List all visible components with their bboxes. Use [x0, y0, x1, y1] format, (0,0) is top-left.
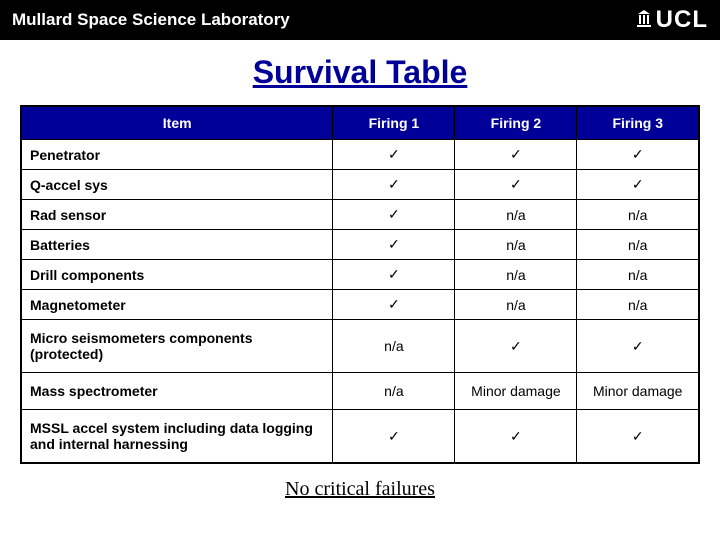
- item-cell: Penetrator: [21, 140, 333, 170]
- val-cell: ✓: [455, 410, 577, 464]
- val-cell: n/a: [577, 230, 699, 260]
- val-cell: ✓: [577, 170, 699, 200]
- val-cell: ✓: [455, 140, 577, 170]
- table-row: MSSL accel system including data logging…: [21, 410, 699, 464]
- table-row: Mass spectrometer n/a Minor damage Minor…: [21, 373, 699, 410]
- col-firing1: Firing 1: [333, 106, 455, 140]
- table-row: Batteries ✓ n/a n/a: [21, 230, 699, 260]
- val-cell: ✓: [333, 230, 455, 260]
- val-cell: n/a: [455, 230, 577, 260]
- table-row: Drill components ✓ n/a n/a: [21, 260, 699, 290]
- val-cell: ✓: [577, 320, 699, 373]
- item-cell: Batteries: [21, 230, 333, 260]
- val-cell: ✓: [333, 410, 455, 464]
- item-cell: Q-accel sys: [21, 170, 333, 200]
- table-row: Magnetometer ✓ n/a n/a: [21, 290, 699, 320]
- building-icon: [636, 10, 652, 31]
- col-firing3: Firing 3: [577, 106, 699, 140]
- val-cell: n/a: [455, 200, 577, 230]
- header-bar: Mullard Space Science Laboratory UCL: [0, 0, 720, 40]
- table-row: Micro seismometers components (protected…: [21, 320, 699, 373]
- ucl-text: UCL: [656, 6, 708, 34]
- item-cell: Magnetometer: [21, 290, 333, 320]
- table-row: Penetrator ✓ ✓ ✓: [21, 140, 699, 170]
- item-cell: Drill components: [21, 260, 333, 290]
- val-cell: n/a: [577, 290, 699, 320]
- val-cell: n/a: [577, 200, 699, 230]
- val-cell: ✓: [455, 320, 577, 373]
- val-cell: n/a: [577, 260, 699, 290]
- val-cell: n/a: [333, 373, 455, 410]
- val-cell: ✓: [333, 140, 455, 170]
- table-body: Penetrator ✓ ✓ ✓ Q-accel sys ✓ ✓ ✓ Rad s…: [21, 140, 699, 464]
- val-cell: Minor damage: [577, 373, 699, 410]
- val-cell: ✓: [577, 410, 699, 464]
- val-cell: n/a: [333, 320, 455, 373]
- ucl-logo: UCL: [636, 6, 708, 34]
- val-cell: Minor damage: [455, 373, 577, 410]
- item-cell: Micro seismometers components (protected…: [21, 320, 333, 373]
- item-cell: Rad sensor: [21, 200, 333, 230]
- val-cell: ✓: [333, 260, 455, 290]
- val-cell: ✓: [577, 140, 699, 170]
- val-cell: ✓: [455, 170, 577, 200]
- item-cell: Mass spectrometer: [21, 373, 333, 410]
- val-cell: ✓: [333, 200, 455, 230]
- col-item: Item: [21, 106, 333, 140]
- table-row: Q-accel sys ✓ ✓ ✓: [21, 170, 699, 200]
- footer-note: No critical failures: [0, 478, 720, 501]
- page-title: Survival Table: [0, 54, 720, 91]
- lab-name: Mullard Space Science Laboratory: [12, 10, 290, 30]
- val-cell: n/a: [455, 290, 577, 320]
- survival-table: Item Firing 1 Firing 2 Firing 3 Penetrat…: [20, 105, 700, 464]
- item-cell: MSSL accel system including data logging…: [21, 410, 333, 464]
- table-header-row: Item Firing 1 Firing 2 Firing 3: [21, 106, 699, 140]
- val-cell: ✓: [333, 170, 455, 200]
- survival-table-wrap: Item Firing 1 Firing 2 Firing 3 Penetrat…: [0, 105, 720, 464]
- col-firing2: Firing 2: [455, 106, 577, 140]
- val-cell: n/a: [455, 260, 577, 290]
- table-row: Rad sensor ✓ n/a n/a: [21, 200, 699, 230]
- val-cell: ✓: [333, 290, 455, 320]
